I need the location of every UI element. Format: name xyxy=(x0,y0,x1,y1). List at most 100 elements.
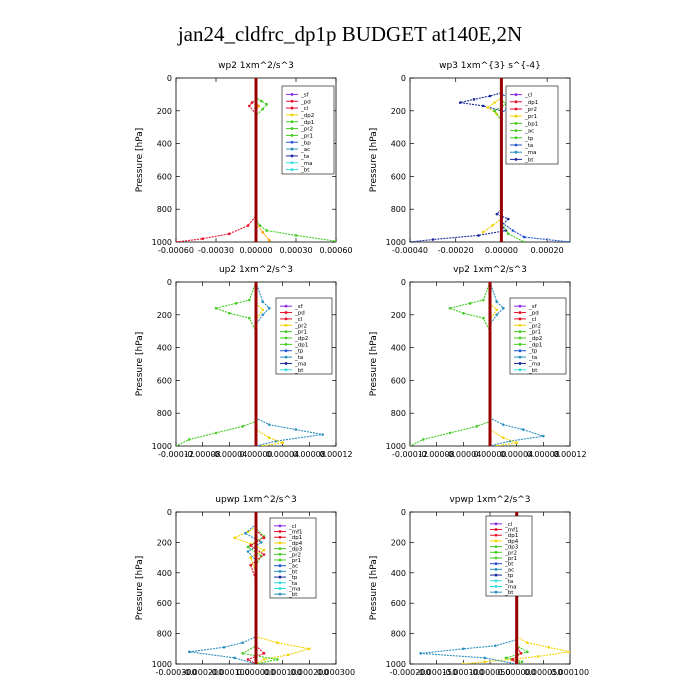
x-tick-label: 0.000100 xyxy=(264,668,302,677)
x-tick-label: -0.00012 xyxy=(392,450,428,459)
legend-label: _pr1 xyxy=(300,133,313,139)
legend-label: _cl xyxy=(524,93,533,99)
legend-marker xyxy=(284,317,288,321)
legend-marker xyxy=(514,100,518,104)
x-tick-label: -0.00008 xyxy=(185,450,221,459)
legend-label: _cl xyxy=(504,522,513,528)
legend-label: _ta xyxy=(288,581,297,587)
legend-marker xyxy=(290,106,294,110)
legend-label: _pr2 xyxy=(288,552,301,558)
series-point xyxy=(176,240,178,242)
y-tick-label: 400 xyxy=(157,140,172,149)
y-tick-label: 200 xyxy=(391,311,406,320)
series-point xyxy=(522,428,525,431)
series-point xyxy=(542,434,545,438)
legend-label: _sf xyxy=(294,304,304,310)
series-point xyxy=(281,441,284,445)
legend-label: _pd xyxy=(294,311,305,317)
y-tick-label: 0 xyxy=(167,74,172,83)
legend-label: _dp1 xyxy=(524,100,538,106)
series-point xyxy=(481,104,485,108)
series-point xyxy=(522,235,526,239)
series-point xyxy=(241,641,244,645)
legend-label: _tp xyxy=(504,573,514,579)
y-axis-label: Pressure [hPa] xyxy=(369,332,379,397)
legend-marker xyxy=(514,114,518,118)
series-point xyxy=(477,234,480,237)
y-tick-label: 1000 xyxy=(152,660,172,669)
legend-label: _sf xyxy=(300,92,310,98)
series-point xyxy=(261,300,264,303)
series-point xyxy=(495,308,498,312)
legend-marker xyxy=(278,581,282,585)
series-point xyxy=(515,441,518,445)
y-tick-label: 600 xyxy=(391,172,406,181)
series-point xyxy=(250,101,254,104)
series-point xyxy=(502,423,505,426)
series-point xyxy=(506,232,510,236)
x-tick-label: 0.00000 xyxy=(485,246,518,255)
x-tick-label: 0.00020 xyxy=(531,246,564,255)
series-point xyxy=(268,306,271,310)
legend-label: _ta xyxy=(524,143,533,149)
legend-marker xyxy=(518,362,522,365)
y-axis-label: Pressure [hPa] xyxy=(135,332,145,397)
legend: _sf_pd_cl_pr2_pr1_dp2_dp1_tp_ta_ma_bt xyxy=(509,297,567,375)
legend-label: _ma xyxy=(294,361,306,367)
legend-label: _ma xyxy=(504,584,516,590)
x-tick-label: -0.00004 xyxy=(211,450,247,459)
series-point xyxy=(262,652,266,655)
series-point xyxy=(261,107,264,111)
x-tick-label: 0.00000 xyxy=(239,450,272,459)
legend-marker xyxy=(494,522,498,526)
y-tick-label: 1000 xyxy=(386,660,406,669)
legend-marker xyxy=(494,579,498,583)
series-point xyxy=(188,438,191,441)
series-point xyxy=(511,658,514,661)
legend-marker xyxy=(278,552,282,556)
legend-label: _ta xyxy=(300,154,309,160)
y-tick-label: 800 xyxy=(157,409,172,418)
legend-label: _bt xyxy=(288,592,298,598)
legend-label: _dp1 xyxy=(528,342,542,348)
series-point xyxy=(568,240,570,242)
series-point xyxy=(410,444,412,446)
x-tick-label: 0.000300 xyxy=(317,668,355,677)
series-point xyxy=(262,553,266,556)
legend-marker xyxy=(514,150,518,154)
legend-marker xyxy=(278,575,282,579)
legend-label: _bp xyxy=(300,140,311,146)
legend-marker xyxy=(284,311,288,314)
legend-marker xyxy=(290,140,294,144)
legend-marker xyxy=(494,573,498,577)
legend-marker xyxy=(284,342,288,346)
legend-marker xyxy=(290,113,294,117)
legend-marker xyxy=(518,349,522,353)
legend-marker xyxy=(514,143,518,147)
legend-label: _pr1 xyxy=(288,558,301,564)
series-point xyxy=(334,239,336,242)
series-line-cl xyxy=(176,78,257,242)
legend-marker xyxy=(494,585,498,588)
legend-label: _pr2 xyxy=(524,107,537,113)
series-line-dp1 xyxy=(241,512,278,664)
x-tick-label: 0.00008 xyxy=(293,450,326,459)
x-tick-label: -0.00020 xyxy=(438,246,474,255)
series-point xyxy=(472,98,476,101)
y-tick-label: 200 xyxy=(157,538,172,547)
panel-title: up2 1xm^2/s^3 xyxy=(219,265,293,275)
legend-label: _tp xyxy=(288,575,298,581)
legend-marker xyxy=(278,547,282,551)
series-point xyxy=(520,660,524,664)
legend-marker xyxy=(284,323,288,327)
series-point xyxy=(462,662,465,664)
legend-label: _ac xyxy=(288,564,298,570)
legend-label: _bt xyxy=(288,569,298,575)
legend-label: _mf1 xyxy=(504,528,519,534)
series-point xyxy=(246,224,250,227)
legend-label: _tp xyxy=(528,349,538,355)
y-tick-label: 0 xyxy=(401,278,406,287)
y-tick-label: 0 xyxy=(401,74,406,83)
series-point xyxy=(410,240,412,242)
legend-marker xyxy=(518,342,522,346)
